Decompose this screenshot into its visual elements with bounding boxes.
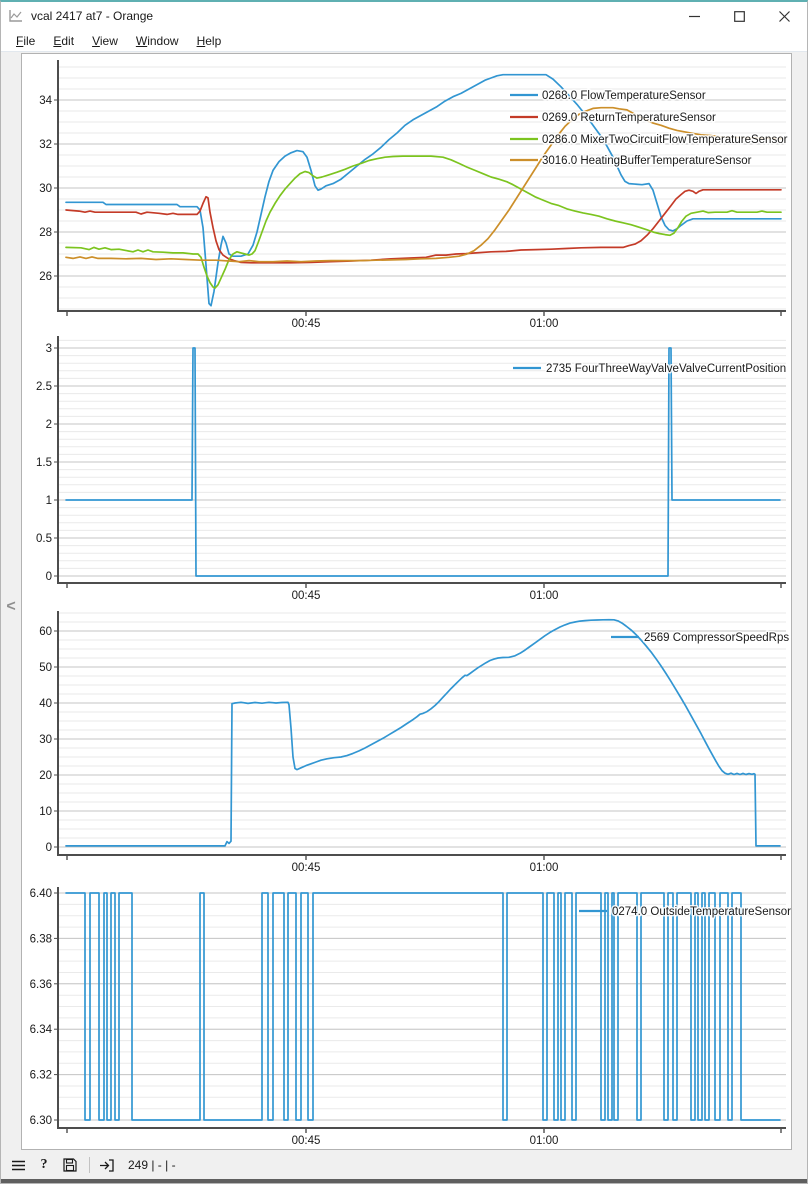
svg-text:40: 40 — [39, 698, 52, 710]
svg-text:10: 10 — [39, 806, 52, 818]
help-icon[interactable]: ? — [40, 1157, 48, 1172]
collapse-panel-chevron-icon[interactable]: < — [6, 598, 16, 615]
svg-text:01:00: 01:00 — [530, 1135, 559, 1147]
svg-text:00:45: 00:45 — [292, 590, 321, 602]
svg-text:6.38: 6.38 — [30, 933, 52, 945]
svg-text:0286.0 MixerTwoCircuitFlowTemp: 0286.0 MixerTwoCircuitFlowTemperatureSen… — [542, 134, 788, 146]
close-button[interactable] — [762, 2, 807, 30]
menu-view[interactable]: View — [92, 33, 118, 48]
svg-text:2735 FourThreeWayValveValveCur: 2735 FourThreeWayValveValveCurrentPositi… — [546, 363, 786, 375]
menu-icon[interactable] — [9, 1156, 27, 1174]
svg-text:0.5: 0.5 — [36, 533, 52, 545]
svg-text:2.5: 2.5 — [36, 381, 52, 393]
app-icon — [9, 10, 22, 22]
svg-text:3: 3 — [46, 343, 52, 355]
window-title: vcal 2417 at7 - Orange — [31, 9, 154, 23]
compressor-speed-chart[interactable]: 0 10 20 30 40 50 60 00:45 01:00 2569 CompressorSp… — [22, 610, 791, 880]
valve-position-chart[interactable]: 0 0.5 1 1.5 2 2.5 3 00:45 01:00 2735 FourThreeWay… — [22, 335, 791, 605]
data-input-icon[interactable] — [98, 1156, 116, 1174]
svg-text:01:00: 01:00 — [530, 590, 559, 602]
svg-text:01:00: 01:00 — [530, 318, 559, 330]
svg-text:26: 26 — [39, 271, 52, 283]
svg-text:2569 CompressorSpeedRps: 2569 CompressorSpeedRps — [644, 632, 789, 644]
svg-text:60: 60 — [39, 626, 52, 638]
window-bottom-edge — [1, 1179, 807, 1183]
svg-text:6.34: 6.34 — [30, 1024, 53, 1036]
svg-text:6.40: 6.40 — [30, 888, 52, 900]
svg-text:3016.0 HeatingBufferTemperatur: 3016.0 HeatingBufferTemperatureSensor — [542, 155, 752, 167]
svg-text:6.36: 6.36 — [30, 979, 52, 991]
svg-text:2: 2 — [46, 419, 52, 431]
svg-text:30: 30 — [39, 734, 52, 746]
window-controls — [672, 2, 807, 30]
menu-file[interactable]: File — [16, 33, 36, 48]
menu-edit[interactable]: Edit — [53, 33, 75, 48]
svg-text:00:45: 00:45 — [292, 1135, 321, 1147]
menu-bar: File Edit View Window Help — [1, 30, 807, 52]
svg-text:1.5: 1.5 — [36, 457, 52, 469]
svg-text:00:45: 00:45 — [292, 862, 321, 874]
record-count: 249 | - | - — [128, 1158, 176, 1172]
svg-text:50: 50 — [39, 662, 52, 674]
svg-text:0269.0 ReturnTemperatureSensor: 0269.0 ReturnTemperatureSensor — [542, 112, 716, 124]
svg-text:6.32: 6.32 — [30, 1070, 52, 1082]
menu-window[interactable]: Window — [135, 33, 179, 48]
svg-text:28: 28 — [39, 227, 52, 239]
statusbar-separator — [89, 1157, 90, 1173]
svg-text:0: 0 — [46, 571, 52, 583]
svg-text:30: 30 — [39, 183, 52, 195]
svg-text:0274.0 OutsideTemperatureSenso: 0274.0 OutsideTemperatureSensor — [612, 906, 791, 918]
outside-temperature-chart[interactable]: 6.30 6.32 6.34 6.36 6.38 6.40 00:45 01:00 0274.0… — [22, 885, 791, 1149]
svg-text:20: 20 — [39, 770, 52, 782]
svg-text:0268.0 FlowTemperatureSensor: 0268.0 FlowTemperatureSensor — [542, 90, 706, 102]
charts-canvas: 26 28 30 32 34 00:45 01:00 0268.0 FlowTemperatu… — [21, 53, 792, 1150]
svg-text:32: 32 — [39, 139, 52, 151]
svg-text:6.30: 6.30 — [30, 1115, 52, 1127]
svg-text:00:45: 00:45 — [292, 318, 321, 330]
maximize-button[interactable] — [717, 2, 762, 30]
svg-text:01:00: 01:00 — [530, 862, 559, 874]
svg-text:34: 34 — [39, 95, 52, 107]
status-bar: ? 249 | - | - — [1, 1151, 807, 1179]
menu-help[interactable]: Help — [196, 33, 222, 48]
save-icon[interactable] — [61, 1156, 79, 1174]
svg-text:1: 1 — [46, 495, 52, 507]
title-bar: vcal 2417 at7 - Orange — [1, 2, 807, 30]
temperature-sensors-chart[interactable]: 26 28 30 32 34 00:45 01:00 0268.0 FlowTemperatu… — [22, 60, 791, 332]
content-area: < 26 28 30 32 34 00:45 01:00 0268.0 FlowTempera… — [1, 52, 807, 1151]
minimize-button[interactable] — [672, 2, 717, 30]
svg-text:0: 0 — [46, 842, 52, 854]
